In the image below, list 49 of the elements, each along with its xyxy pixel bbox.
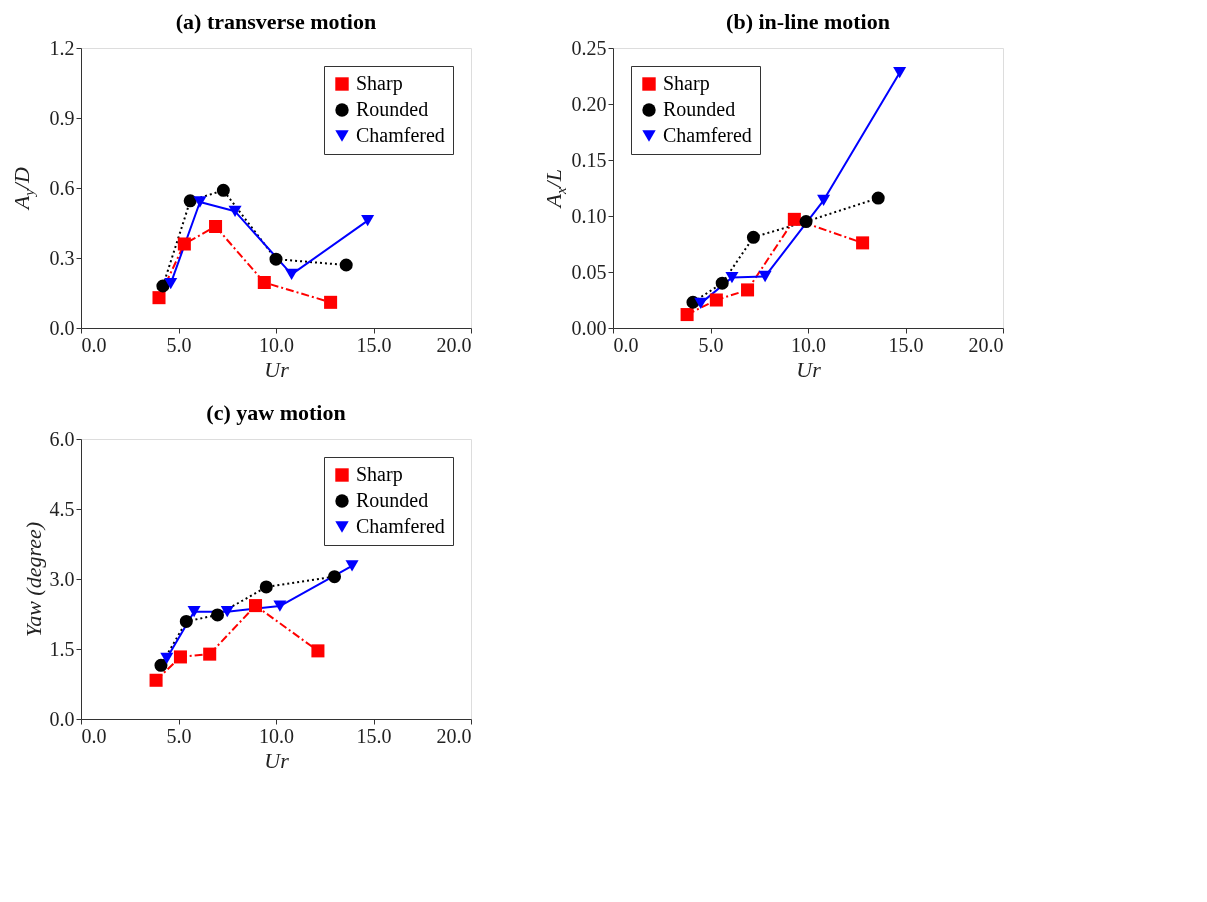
x-tick-label: 10.0 <box>259 333 294 356</box>
y-axis-title: Yaw (degree) <box>20 521 46 638</box>
legend-label: Rounded <box>356 98 429 120</box>
chart-title: (b) in-line motion <box>726 9 890 34</box>
legend-label: Sharp <box>663 72 710 95</box>
y-tick-label: 0.10 <box>571 204 607 227</box>
y-tick-label: 0.15 <box>571 148 607 171</box>
legend-label: Chamfered <box>663 124 752 146</box>
x-tick-label: 20.0 <box>436 333 472 356</box>
y-tick-label: 0.0 <box>49 316 75 339</box>
legend-label: Chamfered <box>356 124 445 146</box>
x-tick-label: 5.0 <box>166 333 192 356</box>
y-tick-label: 0.6 <box>49 176 75 199</box>
y-axis-title: Ax/L <box>541 169 569 210</box>
x-axis-title: Ur <box>796 356 822 382</box>
y-tick-label: 0.05 <box>571 260 607 283</box>
y-axis-title: Ay/D <box>9 167 37 212</box>
y-tick-label: 6.0 <box>49 427 75 450</box>
x-axis-title: Ur <box>264 747 290 773</box>
x-tick-label: 10.0 <box>259 724 294 747</box>
x-axis-title: Ur <box>264 356 290 382</box>
x-tick-label: 0.0 <box>613 333 639 356</box>
y-tick-label: 4.5 <box>49 497 75 520</box>
legend-label: Sharp <box>356 72 403 95</box>
y-tick-label: 0.9 <box>49 106 75 129</box>
y-tick-label: 1.2 <box>49 36 75 59</box>
y-tick-label: 0.3 <box>49 246 75 269</box>
x-tick-label: 0.0 <box>81 724 107 747</box>
legend-label: Chamfered <box>356 515 445 537</box>
x-tick-label: 5.0 <box>698 333 724 356</box>
x-tick-label: 15.0 <box>888 333 924 356</box>
x-tick-label: 5.0 <box>166 724 192 747</box>
y-tick-label: 3.0 <box>49 567 75 590</box>
chart-title: (a) transverse motion <box>175 9 377 34</box>
x-tick-label: 15.0 <box>356 333 392 356</box>
x-tick-label: 15.0 <box>356 724 392 747</box>
y-tick-label: 0.00 <box>571 316 607 339</box>
x-tick-label: 0.0 <box>81 333 107 356</box>
chart-title: (c) yaw motion <box>206 400 346 425</box>
legend-label: Rounded <box>663 98 736 120</box>
legend-label: Sharp <box>356 463 403 486</box>
y-tick-label: 0.20 <box>571 92 607 115</box>
y-tick-label: 0.25 <box>571 36 607 59</box>
x-tick-label: 20.0 <box>968 333 1004 356</box>
x-tick-label: 20.0 <box>436 724 472 747</box>
legend-label: Rounded <box>356 489 429 511</box>
y-tick-label: 0.0 <box>49 707 75 730</box>
y-tick-label: 1.5 <box>49 637 75 660</box>
x-tick-label: 10.0 <box>791 333 826 356</box>
